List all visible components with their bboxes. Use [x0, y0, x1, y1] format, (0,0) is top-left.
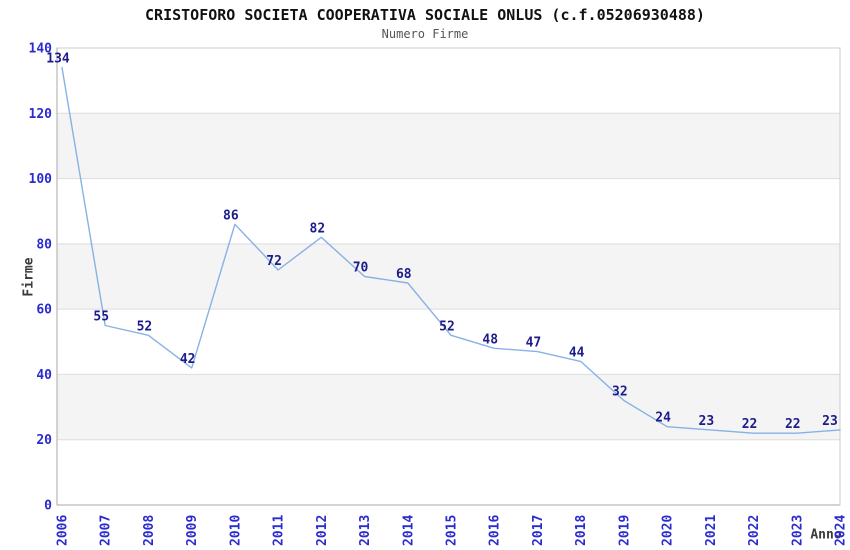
x-tick-label: 2022	[747, 515, 762, 546]
data-point-label: 86	[223, 208, 239, 223]
x-tick-label: 2014	[401, 515, 416, 546]
series-line	[61, 66, 841, 434]
data-point-label: 23	[699, 414, 715, 429]
data-point-label: 72	[266, 254, 282, 269]
x-tick-label: 2008	[142, 515, 157, 546]
x-tick-label: 2019	[617, 515, 632, 546]
y-tick-label: 60	[36, 303, 52, 318]
y-tick-label: 20	[36, 433, 52, 448]
x-axis-title: Anno	[810, 527, 842, 543]
grid-band	[57, 374, 840, 440]
data-point-label: 24	[655, 411, 671, 426]
x-tick-label: 2016	[488, 515, 503, 546]
data-point-label: 47	[526, 336, 542, 351]
x-tick-label: 2010	[228, 515, 243, 546]
data-point-label: 48	[482, 332, 498, 347]
data-point-label: 134	[46, 52, 70, 67]
data-point-label: 55	[93, 309, 109, 324]
x-tick-label: 2006	[56, 515, 71, 546]
y-tick-label: 40	[36, 368, 52, 383]
x-tick-label: 2007	[99, 515, 114, 546]
x-tick-label: 2015	[445, 515, 460, 546]
x-tick-label: 2012	[315, 515, 330, 546]
chart-title: CRISTOFORO SOCIETA COOPERATIVA SOCIALE O…	[145, 6, 705, 24]
data-point-label: 32	[612, 385, 628, 400]
data-point-label: 22	[785, 417, 801, 432]
data-point-label: 82	[310, 221, 326, 236]
x-tick-label: 2017	[531, 515, 546, 546]
data-point-label: 70	[353, 261, 369, 276]
x-tick-label: 2009	[185, 515, 200, 546]
data-point-label: 44	[569, 345, 585, 360]
x-tick-label: 2020	[661, 515, 676, 546]
data-point-label: 23	[822, 414, 838, 429]
chart-subtitle: Numero Firme	[381, 27, 469, 41]
x-tick-label: 2024	[834, 515, 849, 546]
y-tick-label: 80	[36, 237, 52, 252]
x-tick-label: 2011	[272, 515, 287, 546]
data-point-label: 52	[439, 319, 455, 334]
y-tick-label: 100	[29, 172, 53, 187]
data-point-label: 42	[180, 352, 196, 367]
x-tick-label: 2013	[358, 515, 373, 546]
y-tick-label: 120	[29, 107, 53, 122]
data-point-label: 52	[137, 319, 153, 334]
data-point-label: 22	[742, 417, 758, 432]
y-tick-label: 140	[29, 42, 53, 57]
data-point-label: 68	[396, 267, 412, 282]
grid-band	[57, 113, 840, 179]
x-tick-label: 2021	[704, 515, 719, 546]
x-tick-label: 2023	[790, 515, 805, 546]
grid-band	[57, 243, 840, 310]
y-tick-label: 0	[44, 499, 52, 514]
x-tick-label: 2018	[574, 515, 589, 546]
